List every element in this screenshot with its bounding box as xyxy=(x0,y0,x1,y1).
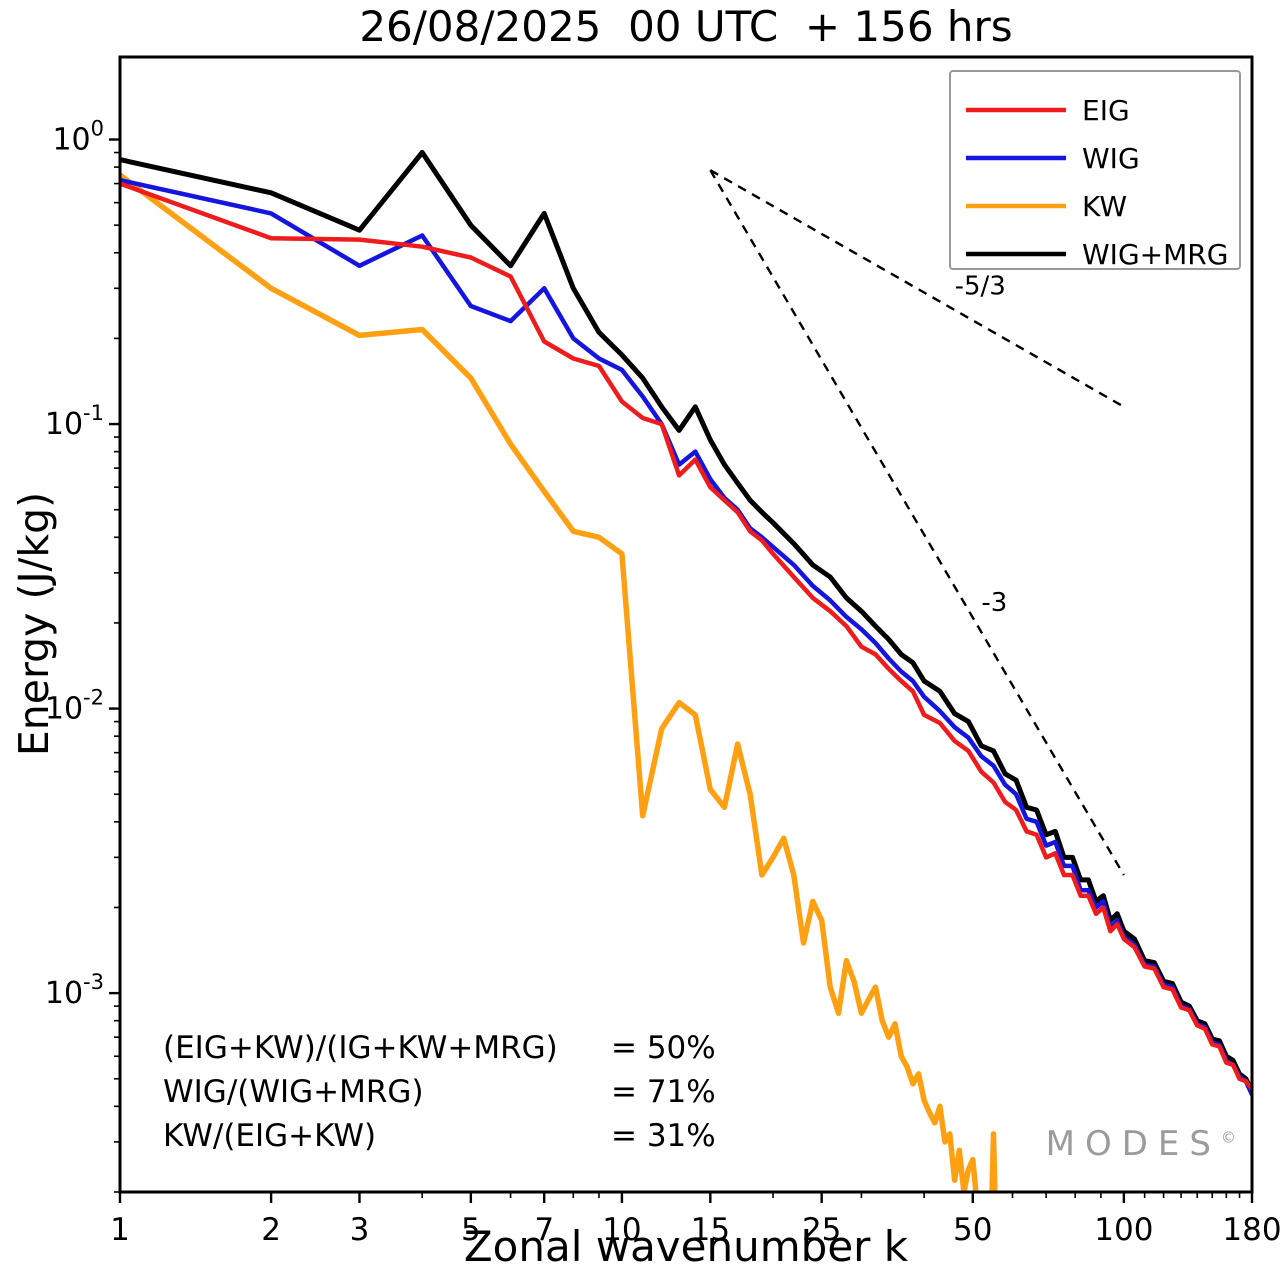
x-axis: 1 2 3 5 7 10 15 25 50 100 180 xyxy=(110,1192,1280,1248)
y-tick-label: 100 xyxy=(52,117,104,158)
slope-label--3: -3 xyxy=(981,588,1007,618)
ratio-annotations: (EIG+KW)/(IG+KW+MRG) = 50% WIG/(WIG+MRG)… xyxy=(163,1026,716,1158)
modes-watermark: MODES© xyxy=(1046,1124,1236,1164)
copyright-symbol: © xyxy=(1221,1128,1236,1147)
legend-label: EIG xyxy=(1082,94,1130,127)
legend-label: KW xyxy=(1082,190,1127,223)
plot-border xyxy=(118,55,1254,1194)
slope-line--3 xyxy=(709,169,1125,876)
series-line-wig-mrg xyxy=(120,150,1252,1095)
chart-title: 26/08/2025 00 UTC + 156 hrs xyxy=(359,2,1013,51)
watermark-text: MODES xyxy=(1045,1124,1221,1164)
ratio-row: KW/(EIG+KW) = 31% xyxy=(163,1114,716,1158)
y-axis: 100 10-1 10-2 10-3 xyxy=(45,117,120,1193)
x-axis-title: Zonal wavenumber k xyxy=(463,1222,909,1271)
legend-item-wig-mrg: WIG+MRG xyxy=(966,238,1228,271)
ratio-label: (EIG+KW)/(IG+KW+MRG) xyxy=(163,1030,558,1066)
slope-label--5/3: -5/3 xyxy=(955,272,1006,302)
ratio-row: WIG/(WIG+MRG) = 71% xyxy=(163,1070,716,1114)
x-tick-label: 1 xyxy=(110,1212,130,1248)
y-tick-label: 10-3 xyxy=(45,970,104,1011)
ratio-label: KW/(EIG+KW) xyxy=(163,1118,377,1154)
series-line-wig xyxy=(120,177,1252,1097)
legend-item-wig: WIG xyxy=(966,142,1140,175)
x-tick-label: 7 xyxy=(534,1212,554,1248)
legend-item-kw: KW xyxy=(966,190,1127,223)
x-tick-label: 180 xyxy=(1222,1212,1280,1248)
ratio-value: = 71% xyxy=(611,1074,716,1110)
ratio-row: (EIG+KW)/(IG+KW+MRG) = 50% xyxy=(163,1026,716,1070)
ratio-label: WIG/(WIG+MRG) xyxy=(163,1074,424,1110)
x-tick-label: 3 xyxy=(350,1212,370,1248)
x-tick-label: 10 xyxy=(602,1212,641,1248)
legend-label: WIG xyxy=(1082,142,1140,175)
x-tick-label: 5 xyxy=(461,1212,481,1248)
y-tick-label: 10-2 xyxy=(45,686,104,727)
ratio-value: = 50% xyxy=(611,1030,716,1066)
x-tick-label: 25 xyxy=(802,1212,841,1248)
series-line-kw xyxy=(120,172,998,1192)
ratio-value: = 31% xyxy=(611,1118,716,1154)
reference-lines: -5/3 -3 xyxy=(709,169,1125,876)
legend-label: WIG+MRG xyxy=(1082,238,1228,271)
series-line-eig xyxy=(120,181,1252,1092)
y-tick-label: 10-1 xyxy=(45,401,104,442)
legend-item-eig: EIG xyxy=(966,94,1130,127)
x-tick-label: 50 xyxy=(953,1212,992,1248)
legend: EIG WIG KW WIG+MRG xyxy=(949,70,1241,271)
x-tick-label: 2 xyxy=(261,1212,281,1248)
x-tick-label: 100 xyxy=(1094,1212,1153,1248)
x-tick-label: 15 xyxy=(691,1212,730,1248)
legend-box xyxy=(949,70,1241,270)
y-axis-title: Energy (J/kg) xyxy=(10,491,58,757)
series-lines xyxy=(120,150,1252,1192)
